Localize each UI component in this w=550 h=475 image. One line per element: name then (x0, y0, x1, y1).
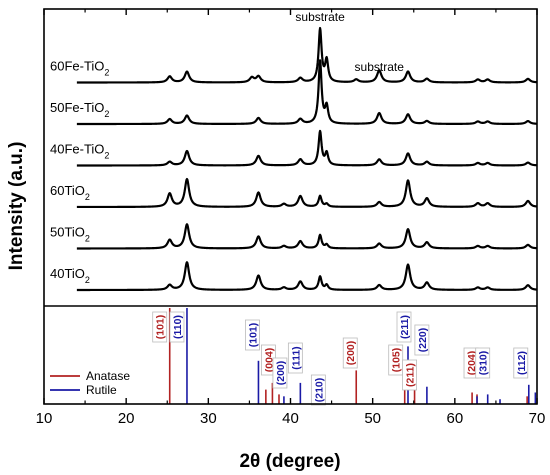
substrate-annotation: substrate (355, 60, 405, 74)
legend-label-anatase: Anatase (86, 369, 130, 383)
series-label: 50TiO2 (50, 225, 90, 244)
x-tick-label: 60 (446, 410, 463, 427)
miller-index-box (152, 311, 168, 343)
series-line (76, 177, 538, 209)
series-label: 60TiO2 (50, 183, 90, 202)
miller-index-box (414, 324, 430, 356)
miller-index-box (310, 374, 326, 406)
miller-index-box (342, 337, 358, 369)
x-tick-label: 70 (529, 410, 546, 427)
miller-index-label: (105) (391, 348, 403, 373)
miller-index-label: (110) (172, 315, 184, 339)
series-label: 40Fe-TiO2 (50, 142, 109, 161)
miller-index-box (287, 342, 303, 374)
series-line (76, 59, 538, 126)
miller-index-label: (220) (417, 328, 429, 353)
legend-label-rutile: Rutile (86, 383, 117, 397)
reference-panel: (101) (110) (101)(004)(200)(111)(210)(200)… (50, 308, 537, 406)
series-line (76, 26, 538, 84)
series-line (76, 261, 538, 292)
miller-index-box (513, 347, 529, 379)
x-tick-label: 20 (118, 410, 135, 427)
x-axis-title: 2θ (degree) (239, 451, 340, 472)
pattern-panel: 60Fe-TiO2 50Fe-TiO2 40Fe-TiO2 60TiO2 50TiO2 4… (50, 10, 538, 292)
x-tick-label: 40 (282, 410, 299, 427)
miller-index-box (396, 311, 412, 343)
miller-index-box (402, 359, 417, 391)
miller-index-label: (211) (405, 363, 417, 387)
miller-index-label: (004) (263, 348, 275, 373)
x-tick-label: 30 (200, 410, 217, 427)
miller-index-label: (112) (516, 351, 528, 375)
miller-index-box (169, 311, 185, 343)
miller-index-label: (200) (275, 361, 287, 386)
miller-index-label: (200) (345, 341, 357, 366)
miller-index-label: (111) (290, 346, 302, 369)
series-label: 50Fe-TiO2 (50, 100, 109, 119)
miller-index-box (245, 319, 260, 351)
y-axis-title: Intensity (a.u.) (6, 142, 27, 271)
substrate-annotation: substrate (295, 10, 345, 24)
miller-index-label: (211) (399, 315, 411, 339)
miller-index-label: (101) (155, 315, 167, 340)
miller-index-box (475, 347, 491, 379)
x-tick-label: 10 (36, 410, 53, 427)
x-tick-label: 50 (364, 410, 381, 427)
series-label: 40TiO2 (50, 266, 90, 285)
miller-index-label: (204) (466, 351, 478, 376)
miller-index-label: (310) (478, 351, 490, 376)
axes: 10 20 30 40 50 60 70 (36, 8, 546, 427)
series-line (76, 129, 538, 167)
miller-index-label: (101) (247, 323, 259, 348)
miller-index-label: (210) (313, 378, 325, 403)
miller-index-box (272, 357, 288, 389)
series-line (76, 223, 538, 250)
series-label: 60Fe-TiO2 (50, 59, 109, 78)
